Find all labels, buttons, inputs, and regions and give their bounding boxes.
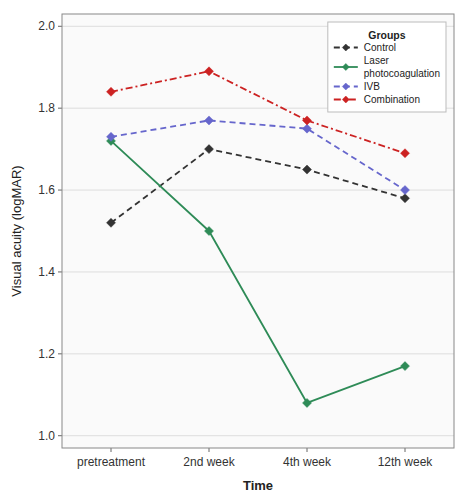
series-line	[111, 120, 405, 190]
plot-area	[62, 14, 454, 448]
y-tick	[58, 190, 62, 191]
chart: 1.0 1.2 1.4 1.6 1.8 2.0 pretreatment 2nd week 4t…	[0, 0, 466, 500]
point	[401, 186, 410, 195]
legend-title: Groups	[368, 29, 405, 41]
legend-label: IVB	[364, 81, 380, 92]
x-tick-label: 2nd week	[183, 455, 235, 469]
x-tick	[405, 448, 406, 452]
point	[205, 116, 214, 125]
y-tick	[58, 353, 62, 354]
y-tick-label: 1.8	[38, 101, 55, 115]
x-axis: pretreatment 2nd week 4th week 12th week	[77, 448, 433, 469]
y-tick	[58, 435, 62, 436]
y-tick	[58, 108, 62, 109]
x-tick	[111, 448, 112, 452]
point	[205, 145, 214, 154]
y-tick	[58, 26, 62, 27]
y-tick-label: 1.2	[38, 347, 55, 361]
legend-box	[328, 22, 446, 112]
point	[401, 194, 410, 203]
x-tick-label: 12th week	[378, 455, 434, 469]
x-axis-label: Time	[243, 478, 273, 493]
legend-marker	[342, 83, 349, 90]
grid-line	[62, 190, 454, 191]
point	[205, 227, 214, 236]
point	[401, 149, 410, 158]
point	[205, 67, 214, 76]
y-axis: 1.0 1.2 1.4 1.6 1.8 2.0	[38, 19, 454, 442]
series-line	[111, 149, 405, 223]
y-axis-label: Visual acuity (logMAR)	[9, 165, 24, 296]
point	[107, 87, 116, 96]
series-line	[111, 141, 405, 403]
y-tick-label: 1.6	[38, 183, 55, 197]
legend-label: Control	[364, 42, 396, 53]
y-tick-label: 1.4	[38, 265, 55, 279]
legend-label: Laserphotocoagulation	[364, 55, 440, 79]
legend: GroupsControl Laserphotocoagulation IVB Com…	[328, 22, 446, 112]
series	[107, 145, 410, 228]
data-layer	[107, 67, 410, 408]
grid-line	[62, 271, 454, 272]
y-tick-label: 1.0	[38, 429, 55, 443]
grid-line	[62, 353, 454, 354]
legend-marker	[342, 44, 349, 51]
x-tick	[209, 448, 210, 452]
x-tick-label: pretreatment	[77, 455, 146, 469]
point	[303, 116, 312, 125]
legend-marker	[342, 64, 349, 71]
point	[303, 398, 312, 407]
point	[303, 124, 312, 133]
y-tick-label: 2.0	[38, 19, 55, 33]
plot-frame	[62, 14, 454, 448]
grid-line	[62, 435, 454, 436]
point	[107, 132, 116, 141]
x-tick	[307, 448, 308, 452]
point	[401, 362, 410, 371]
series	[107, 136, 410, 407]
point	[303, 165, 312, 174]
point	[107, 218, 116, 227]
legend-marker	[342, 96, 349, 103]
series	[107, 116, 410, 195]
y-tick	[58, 271, 62, 272]
legend-label: Combination	[364, 94, 420, 105]
x-tick-label: 4th week	[283, 455, 332, 469]
